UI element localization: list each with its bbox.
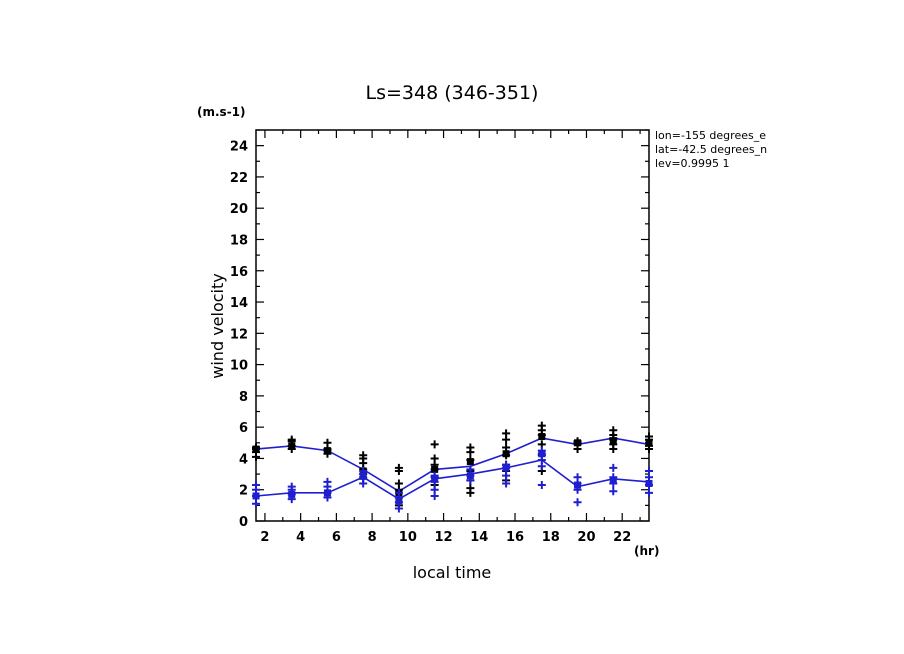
mean-marker-square [502,464,510,472]
mean-marker-square [431,465,439,473]
data-point-cross [466,443,475,452]
y-tick-label: 4 [239,452,248,467]
x-tick-label: 20 [577,530,595,545]
data-point-cross [323,477,332,486]
x-tick-label: 8 [368,530,377,545]
info-box: lon=-155 degrees_e lat=-42.5 degrees_n l… [655,129,767,170]
data-point-cross [609,426,618,435]
mean-marker-square [574,481,582,489]
mean-marker-square [252,445,260,453]
mean-marker-square [431,475,439,483]
data-point-cross [394,463,403,472]
x-unit-label: (hr) [634,544,659,558]
mean-marker-square [359,472,367,480]
x-tick-label: 16 [506,530,524,545]
y-tick-label: 16 [230,265,248,280]
data-point-cross [287,435,296,444]
data-point-cross [573,473,582,482]
info-line-lev: lev=0.9995 1 [655,157,730,170]
series-line [255,459,650,501]
data-point-cross [645,432,653,441]
info-line-lat: lat=-42.5 degrees_n [655,143,767,156]
x-tick-label: 4 [296,530,305,545]
x-tick-label: 2 [260,530,269,545]
y-tick-label: 12 [230,327,248,342]
x-tick-label: 22 [613,530,631,545]
mean-marker-square [538,450,546,458]
mean-marker-square [323,447,331,455]
mean-marker-square [466,458,474,466]
data-point-cross [430,440,439,449]
data-point-cross [573,498,582,507]
data-point-cross [466,465,475,474]
y-tick-label: 8 [239,390,248,405]
mean-marker-square [574,439,582,447]
data-point-cross [502,443,511,452]
data-point-cross [430,485,439,494]
y-tick-label: 10 [230,359,248,374]
data-point-cross [359,451,368,460]
data-point-cross [502,479,511,488]
data-point-cross [502,471,511,480]
mean-marker-square [252,492,260,500]
series-layer [252,421,653,513]
y-unit-label: (m.s-1) [197,105,246,119]
data-point-cross [609,487,618,496]
x-tick-label: 10 [399,530,417,545]
data-point-cross [252,481,260,490]
data-point-cross [609,463,618,472]
mean-marker-square [502,450,510,458]
data-point-cross [537,421,546,430]
data-point-cross [252,499,260,508]
y-tick-label: 24 [230,140,248,155]
mean-marker-square [395,497,403,505]
y-tick-label: 14 [230,296,248,311]
data-point-cross [466,484,475,493]
x-axis-label: local time [413,563,492,582]
data-point-cross [394,479,403,488]
mean-marker-square [645,479,653,487]
mean-marker-square [645,439,653,447]
plot-frame [255,129,650,522]
data-point-cross [502,429,511,438]
x-tick-label: 6 [332,530,341,545]
mean-marker-square [323,489,331,497]
mean-marker-square [538,433,546,441]
mean-marker-square [288,442,296,450]
y-tick-label: 6 [239,421,248,436]
y-tick-label: 22 [230,171,248,186]
data-point-cross [323,438,332,447]
data-point-cross [645,466,653,475]
mean-marker-square [609,476,617,484]
x-tick-label: 18 [542,530,560,545]
chart-title: Ls=348 (346-351) [366,82,539,104]
series-2 [252,446,653,513]
mean-marker-square [609,437,617,445]
y-tick-label: 20 [230,202,248,217]
data-point-cross [430,454,439,463]
data-point-cross [394,488,403,497]
series-1 [252,421,653,510]
data-point-cross [287,482,296,491]
y-tick-label: 2 [239,484,248,499]
x-tick-label: 14 [470,530,488,545]
info-line-lon: lon=-155 degrees_e [655,129,766,142]
y-tick-label: 18 [230,233,248,248]
mean-marker-square [466,472,474,480]
data-point-cross [645,488,653,497]
mean-marker-square [288,490,296,498]
x-tick-label: 12 [435,530,453,545]
series-line [255,437,650,493]
y-axis-label: wind velocity [208,273,227,378]
y-tick-label: 0 [239,515,248,530]
data-point-cross [537,481,546,490]
